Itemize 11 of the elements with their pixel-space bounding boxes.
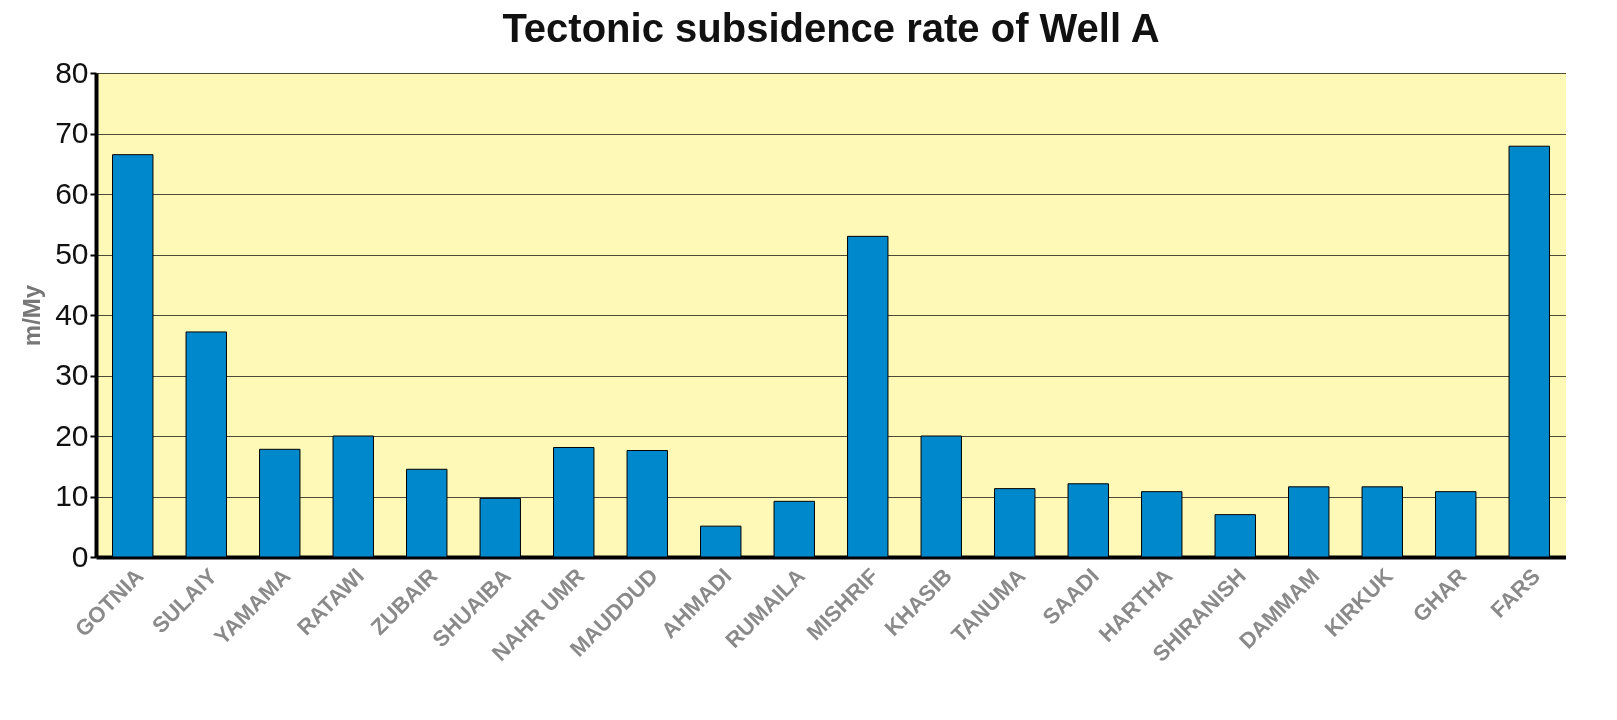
y-tick-label: 40	[55, 297, 89, 331]
y-axis-title: m/My	[18, 284, 46, 347]
y-tick-label: 0	[71, 539, 89, 573]
y-tick-label: 30	[55, 358, 89, 391]
y-tick-label: 50	[55, 237, 89, 270]
y-tick-label: 70	[55, 116, 89, 149]
y-tick-label: 80	[55, 55, 89, 89]
y-tick-label: 10	[55, 479, 89, 512]
y-tick-label: 60	[55, 176, 89, 210]
y-tick-label: 20	[55, 418, 89, 452]
chart-title: Tectonic subsidence rate of Well A	[502, 6, 1160, 50]
